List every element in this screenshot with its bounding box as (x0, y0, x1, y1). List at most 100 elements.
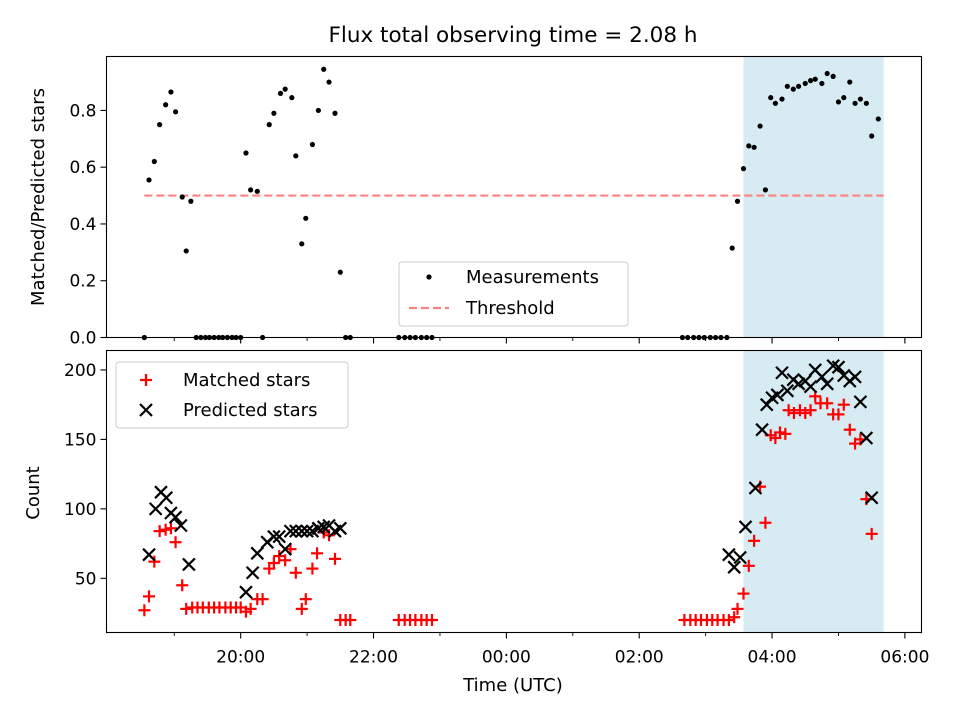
predicted-stars-point (733, 550, 747, 565)
measurements-point (772, 100, 778, 106)
matched-stars-point (837, 398, 850, 411)
predicted-stars-point-stroke (333, 521, 348, 536)
predicted-stars-point-stroke (300, 524, 314, 538)
measurements-point (812, 76, 818, 82)
predicted-stars-point (780, 384, 795, 398)
predicted-stars-point-stroke (295, 524, 309, 538)
x-tick-label: 02:00 (615, 648, 664, 668)
measurements-point (841, 95, 847, 101)
matched-stars-point (865, 527, 878, 540)
measurements-point (762, 187, 769, 193)
matched-stars-point (748, 534, 761, 547)
measurements-point (315, 107, 321, 114)
measurements-point (277, 90, 284, 96)
predicted-stars-point (853, 395, 868, 409)
measurements-point (857, 96, 863, 102)
x-tick-label: 00:00 (482, 648, 531, 668)
predicted-stars-point (748, 481, 763, 495)
matched-stars-point (344, 613, 357, 626)
measurements-point (157, 122, 163, 128)
predicted-stars-point (755, 422, 769, 437)
measurements-point (243, 150, 249, 156)
matched-stars-point (799, 407, 812, 420)
measurements-point (179, 194, 185, 200)
matched-stars-point (138, 604, 151, 617)
predicted-stars-point-stroke (738, 520, 753, 534)
predicted-stars-point-stroke (148, 502, 163, 516)
measurements-point (729, 245, 735, 251)
predicted-stars-point (295, 524, 309, 538)
matched-stars-point (737, 587, 750, 600)
measurements-point (819, 80, 825, 87)
predicted-stars-point (803, 379, 818, 394)
matched-stars-point (728, 611, 741, 624)
predicted-stars-point (245, 565, 260, 580)
predicted-stars-point (250, 546, 265, 561)
predicted-stars-point-stroke (267, 529, 281, 544)
y-tick-label: 200 (64, 361, 96, 381)
predicted-stars-point (864, 490, 879, 505)
top-axes-frame (105, 55, 923, 339)
measurements-point (863, 100, 869, 106)
matched-stars-point (843, 423, 856, 436)
predicted-stars-point-stroke (775, 365, 789, 380)
top-y-axis: 0.0 0.2 0.4 0.6 0.8 (69, 101, 107, 349)
predicted-stars-point (759, 397, 774, 412)
x-tick-label: 20:00 (216, 648, 265, 668)
predicted-stars-point-stroke (859, 431, 874, 445)
predicted-stars-point-stroke (831, 360, 846, 374)
top-highlight-span (743, 56, 884, 338)
matched-stars-point (774, 426, 787, 439)
bottom-panel: 50 100 150 200 20:00 22:00 00:00 02:00 04:00 06:… (23, 349, 929, 696)
measurements-point (746, 143, 752, 149)
matched-stars-point (295, 602, 308, 615)
predicted-stars-point (272, 529, 286, 544)
measurements-point (751, 144, 757, 150)
matched-stars-point (425, 613, 438, 626)
predicted-stars-point (142, 547, 156, 562)
matched-stars-point (164, 522, 177, 535)
matched-stars-point (779, 427, 792, 440)
predicted-stars-point-stroke (853, 395, 868, 409)
measurements-point (790, 86, 796, 92)
predicted-stars-point-stroke (748, 481, 763, 495)
legend-matched-label: Matched stars (183, 370, 310, 391)
measurements-point (293, 153, 299, 159)
measurements-point (835, 99, 842, 105)
predicted-stars-point-stroke (808, 363, 823, 377)
predicted-stars-point (775, 365, 789, 380)
bottom-highlight-span (743, 350, 884, 633)
top-legend: Measurements Threshold (398, 261, 629, 327)
predicted-stars-point-stroke (826, 359, 840, 373)
matched-stars-point (153, 525, 166, 538)
measurements-point (875, 116, 881, 122)
matched-stars-point (159, 523, 172, 536)
measurements-point (779, 96, 785, 102)
measurements-point (332, 110, 338, 116)
matched-stars-point (311, 547, 324, 560)
predicted-stars-point (174, 518, 188, 533)
top-y-axis-label: Matched/Predicted stars (28, 88, 49, 306)
measurements-point (852, 100, 858, 106)
matched-stars-point (742, 559, 755, 572)
matched-stars-point (299, 593, 312, 606)
predicted-stars-point-stroke (722, 547, 736, 562)
predicted-stars-point-stroke (727, 560, 741, 574)
predicted-stars-point (820, 377, 834, 391)
measurements-point (321, 66, 327, 72)
matched-stars-point (328, 552, 341, 565)
legend-box (115, 361, 349, 429)
x-tick-label: 06:00 (880, 648, 929, 668)
measurements-point (289, 95, 295, 101)
predicted-stars-point-stroke (803, 379, 818, 394)
predicted-stars-point (815, 370, 829, 384)
measurements-point (303, 215, 309, 221)
y-tick-label: 0.0 (69, 329, 96, 349)
predicted-stars-point (283, 524, 298, 538)
measurements-point (248, 187, 254, 193)
legend-box (398, 261, 629, 327)
matched-stars-point (148, 555, 161, 568)
predicted-stars-point (831, 360, 846, 374)
predicted-stars-point-stroke (142, 547, 156, 562)
